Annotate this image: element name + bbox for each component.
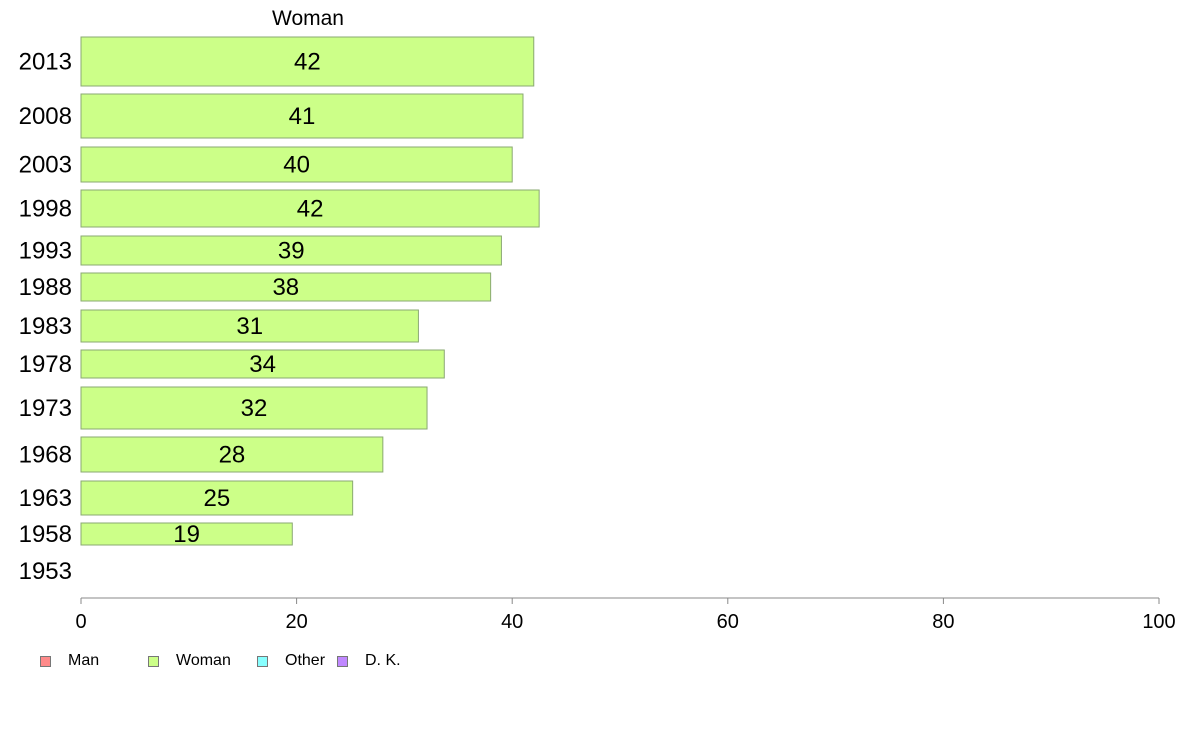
legend-label: D. K. [365,652,401,669]
legend-label: Man [68,652,100,669]
x-tick-label: 20 [285,611,307,633]
x-axis: 0 20 40 60 80 100 [75,597,1176,633]
year-label: 1968 [19,442,72,469]
bar [80,480,354,516]
bar [80,272,492,302]
bar-value-label: 32 [241,395,268,422]
legend-swatch [257,655,268,667]
legend-swatch [337,655,348,667]
bar [80,309,419,343]
year-label: 1988 [19,274,72,301]
x-tick-label: 40 [501,611,523,633]
bars [80,36,540,546]
bar-value-label: 42 [294,49,321,76]
year-label: 1983 [19,313,72,340]
year-label: 1978 [19,351,72,378]
legend-swatch [148,655,159,667]
year-label: 2003 [19,152,72,179]
bar-value-label: 31 [236,313,263,340]
panel-title: Woman [272,7,344,30]
bar [80,436,384,473]
year-label: 1973 [19,395,72,422]
legend-item: Man [40,652,148,670]
bar-value-label: 34 [249,351,276,378]
bar-value-label: 28 [219,442,246,469]
year-label: 2008 [19,103,72,130]
year-label: 1998 [19,196,72,223]
bar [80,36,535,87]
bar [80,349,445,379]
bar [80,146,513,183]
bar [80,522,293,546]
legend-item: Other [257,652,337,670]
x-tick-label: 0 [75,611,86,633]
bar [80,93,524,139]
bar-value-label: 25 [203,485,230,512]
x-tick-label: 100 [1142,611,1175,633]
x-tick-label: 60 [717,611,739,633]
bar-value-label: 39 [278,238,305,265]
year-label: 1993 [19,238,72,265]
legend-item: D. K. [337,652,417,670]
legend: Man Woman Other D. K. [40,651,417,671]
bar-value-label: 41 [289,103,316,130]
bar-value-label: 40 [283,152,310,179]
year-label: 1953 [19,558,72,585]
bar-value-label: 19 [173,521,200,548]
bar [80,235,502,266]
legend-item: Woman [148,652,257,670]
legend-label: Other [285,652,326,669]
year-label: 1963 [19,485,72,512]
year-label: 2013 [19,49,72,76]
bar [80,386,428,430]
year-label: 1958 [19,521,72,548]
bar [80,189,540,228]
year-labels: 2013 2008 2003 1998 1993 1988 1983 1978 1973 1968… [19,49,72,586]
bar-value-label: 42 [297,196,324,223]
x-tick-label: 80 [932,611,954,633]
legend-swatch [40,655,51,667]
legend-label: Woman [176,652,231,669]
bar-value-label: 38 [272,274,299,301]
